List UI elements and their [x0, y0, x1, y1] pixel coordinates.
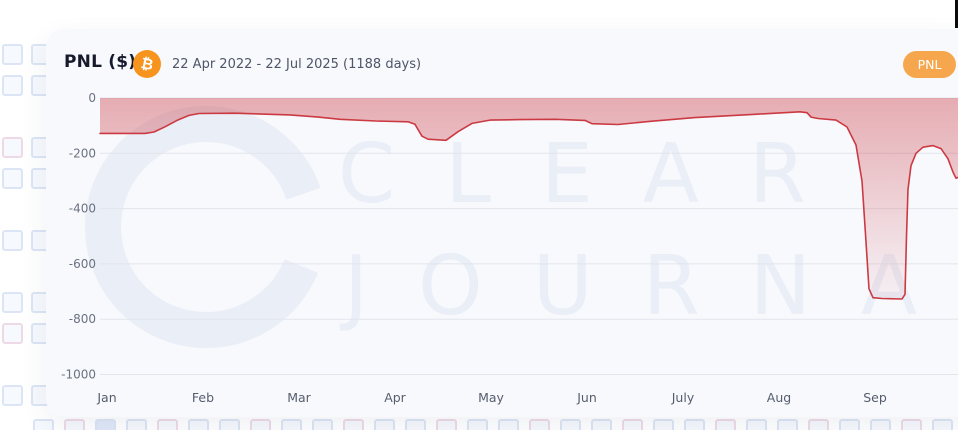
pnl-area-fill — [100, 98, 958, 299]
background-tile — [715, 419, 736, 430]
background-tile — [2, 385, 23, 406]
background-tile — [591, 419, 612, 430]
x-tick-label: Jun — [576, 390, 597, 405]
background-tile — [281, 419, 302, 430]
x-tick-label: July — [671, 390, 695, 405]
background-tile — [405, 419, 426, 430]
background-tile — [219, 419, 240, 430]
background-tile — [2, 44, 23, 65]
background-tile — [870, 419, 891, 430]
window-corner-mark — [955, 0, 958, 28]
background-tile — [188, 419, 209, 430]
background-tile — [467, 419, 488, 430]
gridlines — [100, 97, 958, 376]
pnl-toggle-button[interactable]: PNL — [903, 51, 956, 78]
x-tick-label: Feb — [192, 390, 214, 405]
y-tick-label: -400 — [69, 202, 96, 216]
background-tile — [653, 419, 674, 430]
y-tick-label: -600 — [69, 257, 96, 271]
x-tick-label: May — [478, 390, 504, 405]
background-tile — [126, 419, 147, 430]
date-range-label: 22 Apr 2022 - 22 Jul 2025 (1188 days) — [172, 57, 422, 72]
pnl-line — [99, 111, 958, 300]
background-tile — [560, 419, 581, 430]
background-tile — [343, 419, 364, 430]
background-tile — [95, 419, 116, 430]
background-tile — [312, 419, 333, 430]
background-tile — [157, 419, 178, 430]
background-tile — [33, 419, 54, 430]
background-tile — [901, 419, 922, 430]
background-tile — [250, 419, 271, 430]
background-tile — [746, 419, 767, 430]
y-tick-label: 0 — [88, 91, 96, 105]
background-tile — [436, 419, 457, 430]
x-tick-label: Mar — [287, 390, 311, 405]
x-tick-label: Aug — [767, 390, 791, 405]
background-tile — [2, 137, 23, 158]
background-tile — [2, 168, 23, 189]
background-tile — [64, 419, 85, 430]
chart-title: PNL ($) — [64, 52, 137, 72]
background-tile — [529, 419, 550, 430]
background-tile — [839, 419, 860, 430]
background-tile — [2, 292, 23, 313]
bitcoin-icon: ₿ — [133, 50, 161, 78]
background-tile — [374, 419, 395, 430]
x-tick-label: Sep — [863, 390, 887, 405]
y-tick-label: -200 — [69, 146, 96, 160]
background-tile — [808, 419, 829, 430]
x-tick-label: Apr — [384, 390, 406, 405]
background-tile — [777, 419, 798, 430]
background-tile — [2, 230, 23, 251]
y-tick-label: -800 — [69, 312, 96, 326]
background-tile — [2, 323, 23, 344]
background-tile — [932, 419, 953, 430]
background-tile — [498, 419, 519, 430]
background-tile — [2, 75, 23, 96]
background-tile — [622, 419, 643, 430]
background-tile — [684, 419, 705, 430]
x-tick-label: Jan — [96, 390, 116, 405]
y-tick-label: -1000 — [61, 368, 96, 382]
